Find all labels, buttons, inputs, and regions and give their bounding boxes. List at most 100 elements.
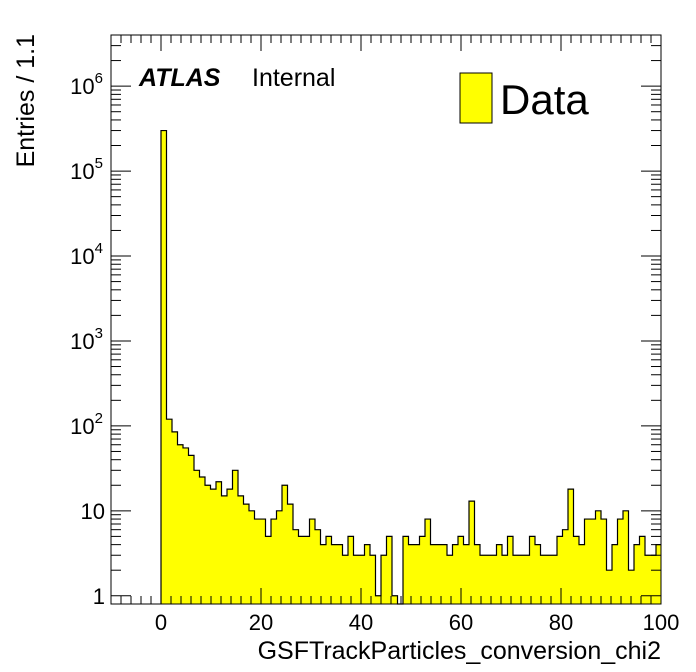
- plot-frame-border: [110, 34, 662, 605]
- histogram-bar: [386, 536, 393, 604]
- histogram-bar: [359, 555, 365, 604]
- histogram-bar: [353, 555, 360, 604]
- histogram-bar: [485, 555, 492, 604]
- histogram-bar: [188, 455, 195, 604]
- histogram-bar: [573, 536, 580, 604]
- y-tick-label: 1: [93, 584, 105, 609]
- histogram-bar: [403, 536, 409, 604]
- plot-frame: [110, 34, 662, 605]
- histogram-bar: [221, 495, 228, 604]
- histogram-bar: [590, 519, 596, 604]
- histogram-bar: [205, 485, 211, 604]
- histogram-bar: [282, 485, 288, 604]
- y-tick-label: 10: [81, 499, 105, 524]
- histogram-bar: [430, 544, 437, 604]
- histogram-bar: [436, 544, 442, 604]
- histogram-bar: [238, 495, 244, 604]
- y-tick-label: 102: [70, 410, 103, 439]
- histogram-bar: [392, 595, 398, 604]
- x-tick-label: 0: [155, 610, 167, 635]
- histogram-bar: [161, 130, 167, 604]
- histogram-bar: [348, 536, 354, 604]
- histogram-bar: [210, 489, 217, 604]
- histogram-bar: [287, 504, 294, 604]
- histogram-bar: [172, 431, 178, 604]
- histogram-bar: [381, 555, 387, 604]
- y-axis-title: Entries / 1.1: [12, 34, 40, 167]
- histogram-bar: [227, 489, 233, 604]
- histogram-bar: [458, 536, 464, 604]
- histogram-bar: [342, 555, 349, 604]
- histogram-bar: [645, 555, 651, 604]
- histogram-bar: [623, 510, 629, 604]
- atlas-label: ATLAS: [138, 64, 221, 92]
- x-tick-label: 80: [549, 610, 573, 635]
- histogram-bar: [166, 419, 173, 604]
- histogram-bar: [579, 544, 585, 604]
- histogram-bar: [304, 536, 310, 604]
- histogram-bar: [469, 501, 475, 604]
- histogram-bar: [540, 555, 547, 604]
- histogram-bar: [370, 555, 376, 604]
- y-tick-label: 105: [70, 155, 103, 184]
- histogram-bar: [271, 519, 277, 604]
- histogram-bar: [419, 536, 426, 604]
- histogram-bar: [639, 536, 646, 604]
- histogram-bar: [628, 570, 635, 604]
- histogram-bar: [595, 510, 602, 604]
- histogram-bar: [194, 470, 200, 604]
- x-tick-label: 40: [349, 610, 373, 635]
- histogram-bar: [535, 544, 541, 604]
- x-axis-ticks: 0 20 40 60 80 100: [110, 35, 680, 635]
- y-tick-label: 104: [70, 240, 103, 269]
- internal-label: Internal: [252, 64, 335, 92]
- histogram-bar: [529, 536, 536, 604]
- histogram-bar: [243, 504, 250, 604]
- x-axis-title: GSFTrackParticles_conversion_chi2: [258, 637, 661, 665]
- histogram-bar: [447, 555, 453, 604]
- histogram-bar: [216, 481, 222, 604]
- y-tick-label: 106: [70, 70, 103, 99]
- x-tick-label: 100: [643, 610, 680, 635]
- histogram-bar: [568, 489, 574, 604]
- histogram-bar: [183, 447, 189, 604]
- legend-label: Data: [500, 76, 589, 123]
- histogram-bar: [551, 555, 558, 604]
- histogram-bar: [606, 570, 613, 604]
- histogram-bar: [249, 510, 255, 604]
- histogram-bar: [518, 555, 525, 604]
- histogram-bar: [491, 555, 497, 604]
- histogram-bar: [601, 519, 607, 604]
- histogram-bar: [326, 536, 332, 604]
- histogram-bar: [408, 544, 415, 604]
- histogram-bar: [199, 477, 206, 604]
- histogram-bar: [232, 470, 239, 604]
- histogram-bar: [546, 555, 552, 604]
- histogram-bar: [331, 544, 338, 604]
- x-tick-label: 60: [449, 610, 473, 635]
- histogram-bar: [557, 536, 563, 604]
- histogram-bar: [617, 519, 624, 604]
- histogram-bar: [463, 544, 470, 604]
- histogram-bar: [177, 444, 184, 604]
- histogram-bar: [634, 544, 640, 604]
- histogram-bar: [414, 544, 420, 604]
- histogram-bar: [337, 544, 343, 604]
- histogram-bar: [584, 519, 591, 604]
- histogram-bars: [160, 129, 662, 605]
- x-tick-label: 20: [249, 610, 273, 635]
- y-axis-ticks: 1 10 102 103 104 105 106: [70, 34, 661, 609]
- histogram-bar: [309, 519, 316, 604]
- histogram-bar: [254, 519, 261, 604]
- histogram-bar: [480, 555, 486, 604]
- histogram-bar: [502, 555, 508, 604]
- histogram-bar: [425, 519, 431, 604]
- histogram-bar: [650, 555, 657, 604]
- histogram-bar: [260, 519, 266, 604]
- histogram-bar: [441, 544, 448, 604]
- histogram-bar: [474, 544, 481, 604]
- histogram-bar: [656, 544, 662, 604]
- histogram-bar: [315, 529, 321, 604]
- histogram-bar: [265, 536, 272, 604]
